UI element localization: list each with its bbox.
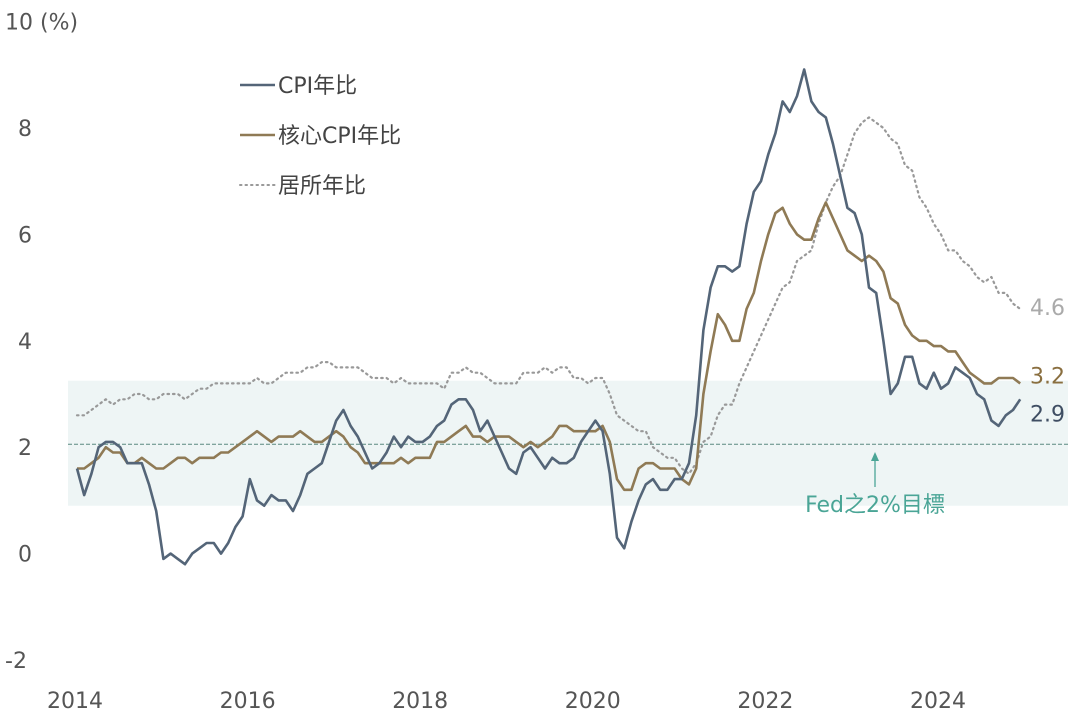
legend-label: 居所年比 [278,174,366,199]
x-tick-label: 2024 [910,689,966,714]
y-tick-label: 4 [18,330,32,355]
annotation: Fed之2%目標 [805,452,945,518]
y-tick-label: 2 [18,436,32,461]
y-tick-label: 10 (%) [5,11,78,36]
x-tick-label: 2020 [565,689,621,714]
y-tick-label: 8 [18,117,32,142]
end-label: 3.2 [1030,364,1065,389]
series-line-2 [75,116,1022,475]
annotation-arrowhead [871,452,879,461]
legend-label: CPI年比 [278,74,357,99]
x-tick-label: 2018 [392,689,448,714]
annotation-text: Fed之2%目標 [805,493,945,518]
end-label: 2.9 [1030,402,1065,427]
series-line-1 [77,201,1021,492]
y-tick-label: -2 [5,649,27,674]
x-tick-label: 2022 [737,689,793,714]
x-tick-label: 2016 [220,689,276,714]
legend-label: 核心CPI年比 [278,124,401,149]
x-tick-label: 2014 [47,689,103,714]
y-tick-label: 0 [18,543,32,568]
end-label: 4.6 [1030,296,1065,321]
y-tick-label: 6 [18,223,32,248]
series-line-0 [75,68,1022,566]
fed-target-band [68,380,1068,506]
